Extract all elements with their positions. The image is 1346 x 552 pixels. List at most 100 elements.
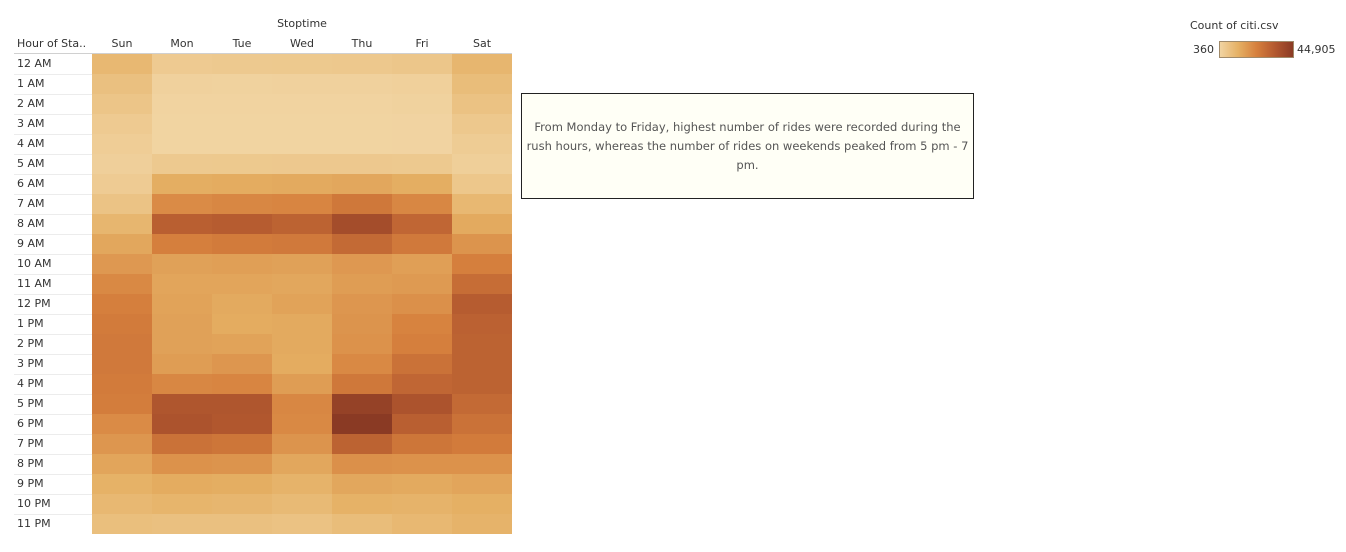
heatmap-cell-fri-8-am[interactable] [392,214,452,234]
heatmap-cell-wed-7-am[interactable] [272,194,332,214]
heatmap-cell-sun-2-am[interactable] [92,94,152,114]
heatmap-cell-mon-11-pm[interactable] [152,514,212,534]
heatmap-cell-mon-6-pm[interactable] [152,414,212,434]
heatmap-cell-fri-6-pm[interactable] [392,414,452,434]
heatmap-cell-fri-4-pm[interactable] [392,374,452,394]
heatmap-cell-mon-2-am[interactable] [152,94,212,114]
heatmap-cell-wed-5-pm[interactable] [272,394,332,414]
heatmap-cell-mon-4-am[interactable] [152,134,212,154]
legend-color-bar[interactable] [1219,41,1294,58]
heatmap-cell-wed-8-pm[interactable] [272,454,332,474]
heatmap-cell-mon-3-am[interactable] [152,114,212,134]
heatmap-cell-fri-1-am[interactable] [392,74,452,94]
heatmap-cell-wed-12-am[interactable] [272,54,332,74]
heatmap-cell-sat-2-pm[interactable] [452,334,512,354]
heatmap-cell-thu-1-am[interactable] [332,74,392,94]
heatmap-cell-thu-11-am[interactable] [332,274,392,294]
heatmap-cell-tue-8-pm[interactable] [212,454,272,474]
heatmap-cell-mon-12-pm[interactable] [152,294,212,314]
heatmap-cell-sat-12-am[interactable] [452,54,512,74]
heatmap-cell-fri-11-am[interactable] [392,274,452,294]
heatmap-cell-tue-12-pm[interactable] [212,294,272,314]
heatmap-cell-thu-1-pm[interactable] [332,314,392,334]
heatmap-cell-mon-11-am[interactable] [152,274,212,294]
heatmap-cell-sat-8-am[interactable] [452,214,512,234]
heatmap-cell-sat-4-pm[interactable] [452,374,512,394]
heatmap-cell-sun-12-am[interactable] [92,54,152,74]
heatmap-cell-wed-9-pm[interactable] [272,474,332,494]
heatmap-cell-wed-4-am[interactable] [272,134,332,154]
heatmap-cell-tue-7-pm[interactable] [212,434,272,454]
heatmap-cell-thu-6-am[interactable] [332,174,392,194]
heatmap-cell-wed-10-am[interactable] [272,254,332,274]
heatmap-cell-sat-4-am[interactable] [452,134,512,154]
heatmap-cell-sun-8-pm[interactable] [92,454,152,474]
heatmap-cell-mon-7-pm[interactable] [152,434,212,454]
heatmap-cell-fri-6-am[interactable] [392,174,452,194]
heatmap-cell-sun-4-am[interactable] [92,134,152,154]
heatmap-cell-thu-12-am[interactable] [332,54,392,74]
heatmap-cell-thu-11-pm[interactable] [332,514,392,534]
heatmap-cell-mon-1-am[interactable] [152,74,212,94]
heatmap-cell-sat-12-pm[interactable] [452,294,512,314]
heatmap-cell-mon-8-am[interactable] [152,214,212,234]
heatmap-cell-wed-1-am[interactable] [272,74,332,94]
heatmap-cell-sun-5-am[interactable] [92,154,152,174]
heatmap-cell-sat-10-am[interactable] [452,254,512,274]
heatmap-cell-tue-11-am[interactable] [212,274,272,294]
heatmap-cell-thu-10-pm[interactable] [332,494,392,514]
heatmap-cell-thu-12-pm[interactable] [332,294,392,314]
heatmap-cell-sun-9-am[interactable] [92,234,152,254]
heatmap-cell-sat-11-am[interactable] [452,274,512,294]
heatmap-cell-fri-9-pm[interactable] [392,474,452,494]
heatmap-cell-fri-10-am[interactable] [392,254,452,274]
heatmap-cell-sun-3-pm[interactable] [92,354,152,374]
heatmap-cell-thu-4-pm[interactable] [332,374,392,394]
heatmap-cell-mon-4-pm[interactable] [152,374,212,394]
heatmap-cell-wed-2-am[interactable] [272,94,332,114]
heatmap-cell-thu-2-pm[interactable] [332,334,392,354]
heatmap-cell-wed-4-pm[interactable] [272,374,332,394]
heatmap-cell-sun-7-pm[interactable] [92,434,152,454]
heatmap-cell-tue-11-pm[interactable] [212,514,272,534]
heatmap-cell-tue-12-am[interactable] [212,54,272,74]
heatmap-cell-thu-7-pm[interactable] [332,434,392,454]
heatmap-cell-sat-5-pm[interactable] [452,394,512,414]
heatmap-cell-tue-4-pm[interactable] [212,374,272,394]
heatmap-cell-sat-5-am[interactable] [452,154,512,174]
heatmap-cell-tue-2-am[interactable] [212,94,272,114]
heatmap-cell-mon-8-pm[interactable] [152,454,212,474]
heatmap-cell-sat-1-am[interactable] [452,74,512,94]
heatmap-cell-sun-11-pm[interactable] [92,514,152,534]
heatmap-cell-tue-10-am[interactable] [212,254,272,274]
heatmap-cell-tue-4-am[interactable] [212,134,272,154]
heatmap-cell-sun-1-pm[interactable] [92,314,152,334]
heatmap-cell-thu-4-am[interactable] [332,134,392,154]
heatmap-cell-fri-3-pm[interactable] [392,354,452,374]
heatmap-cell-sun-11-am[interactable] [92,274,152,294]
heatmap-cell-sun-4-pm[interactable] [92,374,152,394]
heatmap-cell-sat-2-am[interactable] [452,94,512,114]
heatmap-cell-tue-5-am[interactable] [212,154,272,174]
heatmap-cell-thu-3-pm[interactable] [332,354,392,374]
heatmap-cell-sun-5-pm[interactable] [92,394,152,414]
heatmap-cell-fri-11-pm[interactable] [392,514,452,534]
heatmap-cell-tue-6-am[interactable] [212,174,272,194]
heatmap-cell-fri-3-am[interactable] [392,114,452,134]
heatmap-cell-tue-3-am[interactable] [212,114,272,134]
heatmap-cell-sat-9-pm[interactable] [452,474,512,494]
heatmap-cell-sat-7-pm[interactable] [452,434,512,454]
heatmap-cell-tue-1-am[interactable] [212,74,272,94]
heatmap-cell-fri-5-am[interactable] [392,154,452,174]
heatmap-cell-sat-6-am[interactable] [452,174,512,194]
heatmap-cell-sat-6-pm[interactable] [452,414,512,434]
heatmap-cell-wed-9-am[interactable] [272,234,332,254]
heatmap-cell-thu-9-am[interactable] [332,234,392,254]
heatmap-cell-fri-4-am[interactable] [392,134,452,154]
heatmap-cell-wed-3-am[interactable] [272,114,332,134]
heatmap-cell-tue-5-pm[interactable] [212,394,272,414]
heatmap-cell-tue-7-am[interactable] [212,194,272,214]
heatmap-cell-thu-5-pm[interactable] [332,394,392,414]
heatmap-cell-sun-6-pm[interactable] [92,414,152,434]
heatmap-cell-sat-1-pm[interactable] [452,314,512,334]
